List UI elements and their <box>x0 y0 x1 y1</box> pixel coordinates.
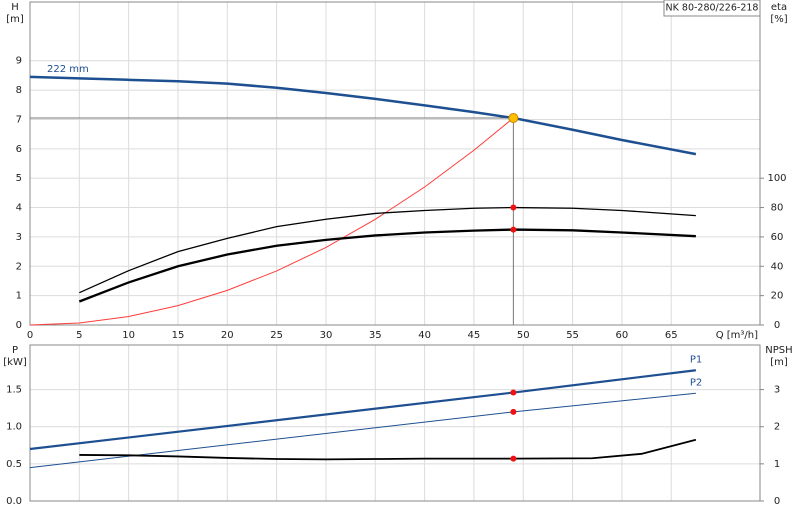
x-tick-label: 60 <box>616 330 629 341</box>
y2-tick-label: 0 <box>774 320 780 331</box>
series-label: P2 <box>690 377 702 388</box>
series-line <box>78 228 696 303</box>
operating-point <box>508 112 519 123</box>
operating-point <box>510 204 517 211</box>
x-tick-label: 20 <box>221 330 234 341</box>
y2-axis-label: [%] <box>770 14 787 25</box>
y-tick-label: 8 <box>16 85 22 96</box>
x-tick-label: 35 <box>369 330 382 341</box>
y2-tick-label: 1 <box>774 459 780 470</box>
series-line <box>79 438 697 461</box>
y2-axis-label: eta <box>771 2 787 13</box>
y-tick-label: 5 <box>16 173 22 184</box>
series-line <box>79 206 696 294</box>
y-tick-label: 1.5 <box>6 385 22 396</box>
y-tick-label: 2 <box>16 261 22 272</box>
series-line <box>29 117 514 326</box>
y-tick-label: 6 <box>16 144 22 155</box>
series-label: P1 <box>690 354 702 365</box>
y-axis-label: [kW] <box>3 357 27 368</box>
y-axis-label: H <box>11 2 19 13</box>
operating-point <box>510 226 517 233</box>
y2-tick-label: 20 <box>771 291 784 302</box>
x-tick-label: 10 <box>122 330 135 341</box>
x-tick-label: 15 <box>172 330 185 341</box>
x-tick-label: 0 <box>27 330 33 341</box>
series-line <box>29 75 697 156</box>
x-tick-label: 45 <box>468 330 481 341</box>
y-tick-label: 1.0 <box>6 422 22 433</box>
plot-frame <box>29 344 761 502</box>
y-tick-label: 0.0 <box>6 496 22 507</box>
y-tick-label: 3 <box>16 232 22 243</box>
x-tick-label: 30 <box>320 330 333 341</box>
y2-axis-label: NPSH <box>765 345 792 356</box>
plot-frame <box>29 1 761 326</box>
x-tick-label: 55 <box>566 330 579 341</box>
operating-point <box>510 455 517 462</box>
operating-point <box>510 408 517 415</box>
y2-tick-label: 40 <box>771 261 784 272</box>
operating-point <box>510 389 517 396</box>
x-axis-label: Q [m³/h] <box>716 330 758 341</box>
x-tick-label: 50 <box>517 330 530 341</box>
y2-tick-label: 3 <box>774 385 780 396</box>
y2-tick-label: 0 <box>774 496 780 507</box>
y2-axis-label: [m] <box>770 357 788 368</box>
y-tick-label: 0 <box>16 320 22 331</box>
x-tick-label: 65 <box>665 330 678 341</box>
y-axis-label: P <box>12 345 18 356</box>
y2-tick-label: 60 <box>771 232 784 243</box>
chart-title: NK 80-280/226-218 <box>666 3 759 14</box>
y-tick-label: 4 <box>16 203 22 214</box>
x-tick-label: 25 <box>270 330 283 341</box>
title-box <box>663 0 761 17</box>
y-tick-label: 9 <box>16 56 22 67</box>
y2-tick-label: 2 <box>774 422 780 433</box>
y-tick-label: 7 <box>16 114 22 125</box>
y2-tick-label: 80 <box>771 203 784 214</box>
x-tick-label: 5 <box>76 330 82 341</box>
series-label: 222 mm <box>47 64 89 75</box>
y-axis-label: [m] <box>6 14 24 25</box>
y-tick-label: 1 <box>16 291 22 302</box>
x-tick-label: 40 <box>418 330 431 341</box>
y2-tick-label: 100 <box>767 173 786 184</box>
y-tick-label: 0.5 <box>6 459 22 470</box>
